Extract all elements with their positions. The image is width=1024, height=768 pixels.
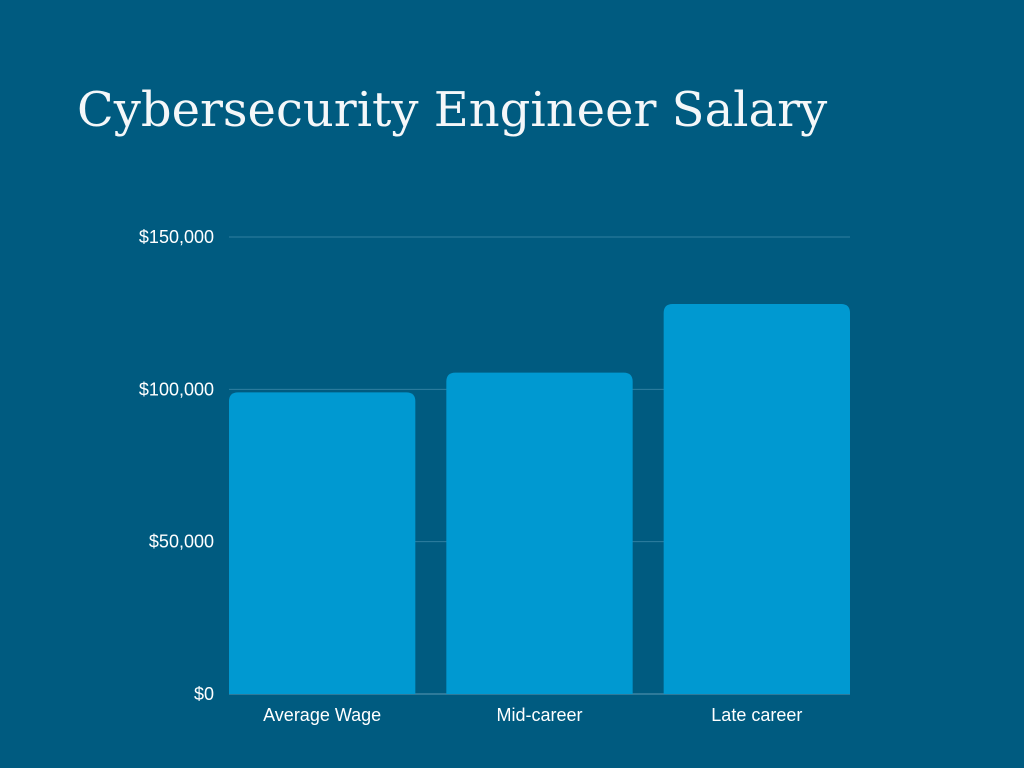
y-axis: $0 $50,000 $100,000 $150,000 [139,227,214,704]
x-axis: Average Wage Mid-career Late career [263,705,802,725]
x-category-label: Late career [711,705,802,725]
chart-title: Cybersecurity Engineer Salary [77,82,828,138]
x-category-label: Average Wage [263,705,381,725]
y-tick-label: $100,000 [139,379,214,399]
bar-late-career [663,304,850,694]
bar-average-wage [229,392,416,694]
y-tick-label: $150,000 [139,227,214,247]
y-tick-label: $0 [194,684,214,704]
y-tick-label: $50,000 [149,532,214,552]
bars [229,304,850,694]
bar-mid-career [446,372,633,694]
x-category-label: Mid-career [496,705,582,725]
